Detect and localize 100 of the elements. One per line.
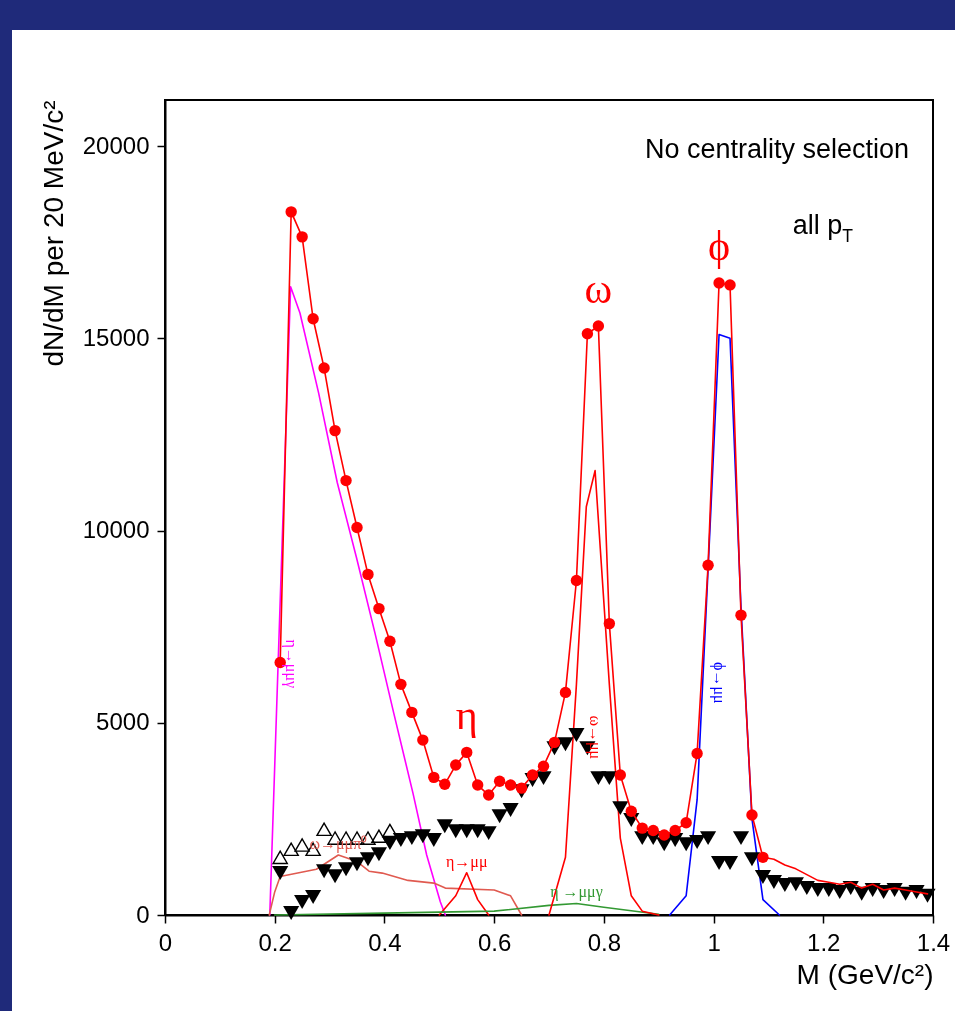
line-series [273,902,660,916]
point [414,829,431,844]
annotation: ϕ [708,222,731,269]
point [491,809,508,824]
point [787,877,804,892]
y-tick-label: 5000 [96,708,150,736]
point [482,789,495,801]
point [603,617,616,630]
point [480,826,497,841]
x-tick-label: 1.2 [807,928,841,956]
annotation: η [455,692,478,739]
x-tick-label: 1 [707,928,721,956]
point [614,769,627,781]
point [348,857,366,872]
point [537,760,550,772]
point [294,838,310,852]
x-tick-label: 1.4 [916,928,951,956]
point [337,862,355,877]
point [570,574,583,587]
point [307,313,319,325]
y-tick-label: 10000 [82,516,150,544]
point [395,678,407,691]
point [559,686,572,699]
point [548,736,561,749]
annotation: ω [584,266,613,313]
point [746,809,758,821]
series-label: η→μμ [445,852,488,871]
point [283,842,299,857]
point [581,328,594,340]
point [340,474,352,487]
point [471,779,484,791]
point [493,775,506,787]
x-axis-title: M (GeV/c²) [796,958,934,990]
point [526,769,539,781]
point [743,852,761,867]
point [612,801,629,816]
x-tick-label: 0.2 [258,928,292,956]
point [425,833,442,848]
point [469,824,486,839]
text: ϕ→μμ [710,662,729,704]
point [359,852,377,867]
point [724,279,736,291]
point [689,834,706,849]
point [316,864,333,879]
point [647,824,659,837]
point [678,837,695,852]
point [702,559,714,571]
point [504,779,517,791]
point [296,231,308,243]
point [831,884,848,899]
y-tick-label: 15000 [82,323,150,351]
point [371,829,387,844]
point [384,635,396,647]
point [318,362,330,374]
point [272,850,288,865]
point [436,819,453,834]
y-tick-label: 0 [136,900,150,928]
line-series [438,871,490,916]
point [798,881,815,896]
point [680,817,692,829]
point [461,746,473,759]
point [305,889,322,904]
point [809,883,826,897]
point [557,737,574,752]
y-tick-label: 20000 [82,131,150,159]
y-axis-title: dN/dM per 20 MeV/c² [37,100,69,367]
point [294,894,311,909]
point [417,734,429,746]
point [732,831,750,846]
point [735,609,747,621]
point [403,831,420,846]
point [601,771,618,786]
point [381,836,398,851]
text: η→μμγ [281,639,300,689]
point [776,878,793,892]
point [765,874,782,889]
point [428,771,440,784]
x-tick-label: 0.6 [477,928,512,956]
point [592,320,605,332]
point [568,728,585,743]
point [272,866,289,881]
point [450,759,462,771]
point [370,847,387,862]
point [669,824,681,837]
point [392,833,409,848]
point [691,747,703,760]
point [502,803,519,818]
point [636,822,648,834]
x-tick-label: 0.4 [368,928,402,956]
point [351,521,363,534]
x-tick-label: 0 [158,928,173,956]
point [754,869,771,884]
x-tick-label: 0.8 [587,928,622,956]
point [535,771,552,786]
point [713,277,725,289]
point [515,782,528,794]
point [329,424,341,437]
line-series [548,469,660,916]
point [373,602,385,615]
line-series [268,286,447,916]
